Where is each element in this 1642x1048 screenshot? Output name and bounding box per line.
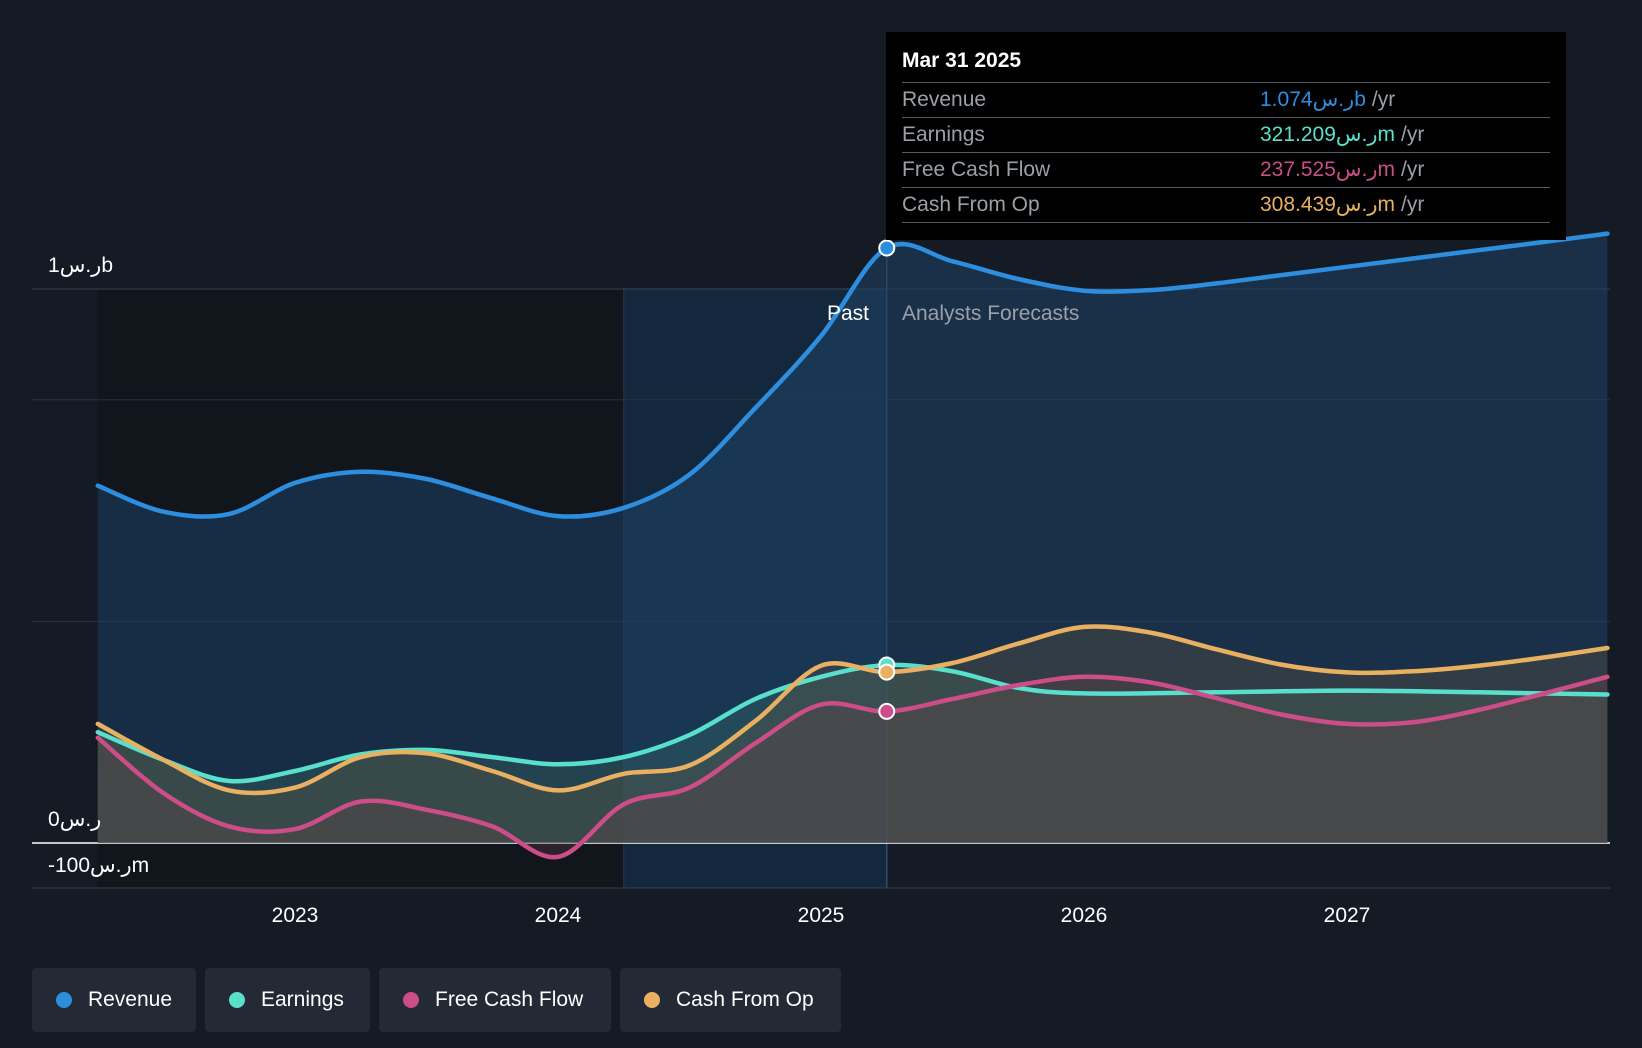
legend-label: Free Cash Flow <box>435 988 584 1011</box>
cash-from-op-marker <box>878 663 896 681</box>
tooltip-row-cash-from-op: Cash From Op 308.439ر.سm /yr <box>902 187 1550 223</box>
legend-label: Earnings <box>261 988 344 1011</box>
cash-from-op-dot-icon <box>644 992 660 1008</box>
cash-from-op-line <box>95 624 1610 796</box>
legend-item-free-cash-flow[interactable]: Free Cash Flow <box>379 968 611 1032</box>
legend-item-cash-from-op[interactable]: Cash From Op <box>620 968 841 1032</box>
tooltip-value: 308.439ر.سm <box>1260 193 1396 216</box>
tooltip-row-revenue: Revenue 1.074ر.سb /yr <box>902 82 1550 117</box>
legend: Revenue Earnings Free Cash Flow Cash Fro… <box>32 968 841 1032</box>
series-areas <box>97 233 1608 858</box>
tooltip-value: 237.525ر.سm <box>1260 158 1396 181</box>
legend-item-revenue[interactable]: Revenue <box>32 968 196 1032</box>
tooltip-unit: /yr <box>1401 193 1425 216</box>
tooltip-name: Revenue <box>902 88 987 111</box>
x-tick-label: 2023 <box>272 904 319 927</box>
free-cash-flow-line <box>95 674 1610 860</box>
earnings-dot-icon <box>229 992 245 1008</box>
series-lines <box>95 231 1610 860</box>
tooltip-row-earnings: Earnings 321.209ر.سm /yr <box>902 117 1550 152</box>
revenue-line <box>95 231 1610 519</box>
tooltip-unit: /yr <box>1401 123 1425 146</box>
earnings-area <box>97 664 1608 843</box>
hover-markers <box>878 239 896 720</box>
x-tick-label: 2026 <box>1061 904 1108 927</box>
forecast-label: Analysts Forecasts <box>902 302 1079 325</box>
x-axis-ticks: 2023 2024 2025 2026 2027 <box>272 904 1371 927</box>
past-label: Past <box>827 302 869 325</box>
free-cash-flow-area <box>97 676 1608 858</box>
revenue-dot-icon <box>56 992 72 1008</box>
legend-item-earnings[interactable]: Earnings <box>205 968 370 1032</box>
x-tick-label: 2024 <box>535 904 582 927</box>
earnings-line <box>95 662 1610 784</box>
x-tick-label: 2027 <box>1324 904 1371 927</box>
legend-label: Cash From Op <box>676 988 814 1011</box>
tooltip-name: Cash From Op <box>902 193 1040 216</box>
x-tick-label: 2025 <box>798 904 845 927</box>
tooltip-unit: /yr <box>1371 88 1396 111</box>
y-label-bottom: -100ر.سm <box>48 854 149 877</box>
tooltip-name: Earnings <box>902 123 985 146</box>
free-cash-flow-marker <box>878 702 896 720</box>
axis-labels: 1ر.سb 0ر.س -100ر.سm Past Analysts Foreca… <box>48 254 1079 877</box>
tooltip-date: Mar 31 2025 <box>902 49 1022 72</box>
tooltip-row-free-cash-flow: Free Cash Flow 237.525ر.سm /yr <box>902 152 1550 187</box>
tooltip-unit: /yr <box>1401 158 1425 181</box>
y-label-zero: 0ر.س <box>48 808 101 831</box>
revenue-marker <box>878 239 896 257</box>
cash-from-op-area <box>97 626 1608 843</box>
y-label-top: 1ر.سb <box>48 254 113 277</box>
legend-label: Revenue <box>87 988 172 1011</box>
tooltip-name: Free Cash Flow <box>902 158 1051 181</box>
tooltip-value: 1.074ر.سb <box>1260 88 1366 111</box>
free-cash-flow-dot-icon <box>403 992 419 1008</box>
tooltip-panel: Mar 31 2025 Revenue 1.074ر.سb /yr Earnin… <box>886 32 1566 240</box>
tooltip-value: 321.209ر.سm <box>1260 123 1396 146</box>
